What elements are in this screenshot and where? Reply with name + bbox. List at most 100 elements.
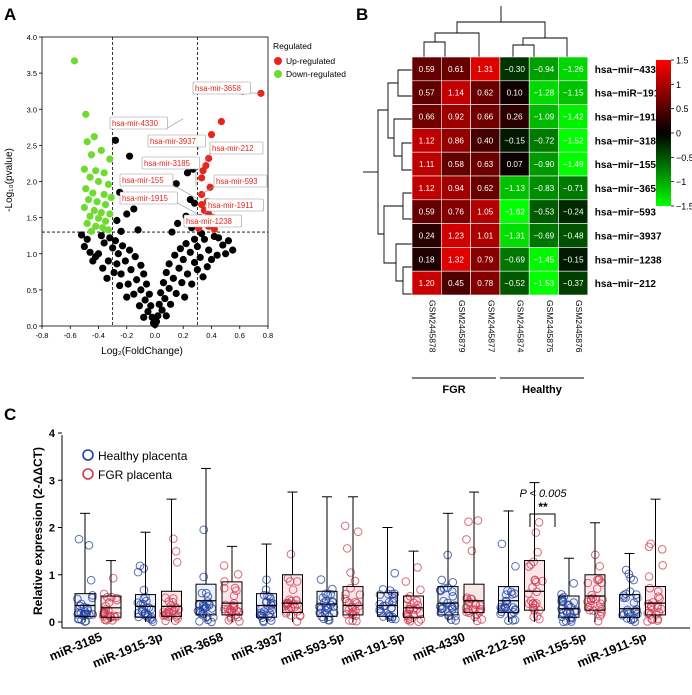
heatmap-cell-value: −0.94: [533, 65, 554, 74]
volcano-point-ns: [213, 251, 221, 259]
volcano-point-ns: [113, 216, 121, 225]
volcano-point-down: [94, 214, 103, 222]
box-data-point: [169, 534, 178, 544]
box-data-point: [653, 587, 663, 596]
volcano-gene-label: hsa-mir-3658: [195, 84, 241, 93]
box-body: [645, 586, 666, 616]
volcano-point-ns: [155, 300, 163, 308]
box-data-point: [592, 584, 602, 593]
volcano-y-tick-label: 2.5: [27, 141, 37, 150]
box-data-point: [559, 617, 568, 627]
box-data-point: [390, 568, 400, 578]
heatmap-cell-value: 0.58: [448, 160, 464, 169]
box-data-point: [346, 583, 355, 593]
volcano-point-down: [80, 165, 88, 173]
box-body: [282, 574, 303, 614]
label-box: [119, 173, 174, 187]
colorbar-tick-label: 0.5: [676, 104, 689, 114]
volcano-point-ns: [131, 253, 139, 261]
volcano-point-ns: [158, 306, 166, 314]
volcano-y-label: -Log₁₀(pvalue): [4, 148, 15, 212]
box-data-point: [412, 596, 422, 606]
box-data-point: [632, 605, 641, 614]
box-fgr: [643, 498, 667, 626]
box-fgr: [583, 522, 607, 626]
box-x-label: miR-1915-3p: [90, 630, 165, 671]
box-data-point: [316, 575, 326, 584]
heatmap-cell-value: −0.83: [533, 184, 554, 193]
volcano-point-ns: [168, 228, 176, 236]
volcano-point-ns: [134, 226, 142, 234]
box-data-point: [473, 516, 483, 525]
box-data-point: [530, 575, 540, 585]
panel-label-b: B: [356, 5, 368, 24]
volcano-x-tick-label: 0.6: [235, 331, 245, 340]
volcano-point-ns: [141, 296, 149, 304]
box-data-point: [353, 527, 363, 537]
volcano-y-tick-label: 3.0: [27, 105, 37, 114]
box-data-point: [534, 517, 544, 527]
heatmap-row-label: hsa−mir−1238: [595, 255, 662, 266]
volcano-gene-label: hsa-mir-4330: [112, 119, 159, 128]
panel-label-c: C: [4, 405, 16, 424]
box-data-point: [467, 546, 477, 556]
volcano-point-ns: [199, 273, 207, 281]
box-data-point: [292, 617, 302, 626]
box-y-tick-label: 0: [49, 617, 55, 629]
volcano-point-down: [82, 110, 90, 118]
volcano-x-tick-label: 0.8: [263, 331, 273, 340]
box-data-point: [110, 611, 119, 621]
box-fgr: [461, 491, 487, 626]
heatmap-cell-value: 1.11: [419, 160, 435, 169]
box-data-point: [328, 584, 337, 594]
box-fgr: [99, 560, 122, 625]
volcano-point-ns: [103, 274, 111, 282]
volcano-point-down: [89, 189, 97, 197]
volcano-point-ns: [161, 294, 169, 303]
volcano-point-ns: [229, 246, 237, 254]
heatmap-cell-value: −1.49: [563, 160, 584, 169]
box-data-point: [375, 590, 385, 599]
volcano-point-up: [198, 174, 206, 182]
heatmap: 0.59 0.61 1.31 −0.30 −0.94 −1.26 0.57 1.14 0.62 0…: [363, 6, 692, 396]
volcano-point-ns: [137, 286, 145, 294]
label-leader-line: [172, 184, 198, 200]
heatmap-cell-value: 0.57: [419, 89, 435, 98]
box-data-point: [219, 561, 229, 570]
volcano-point-down: [87, 151, 96, 159]
box-data-point: [583, 578, 593, 588]
volcano-point-ns: [111, 237, 120, 245]
volcano-point-ns: [219, 241, 227, 249]
volcano-gene-labels: hsa-mir-3658 hsa-mir-4330 hsa-mir-3937 hsa-…: [109, 81, 268, 228]
box-data-point: [657, 545, 667, 554]
box-fgr: [340, 496, 365, 626]
box-data-point: [148, 617, 158, 626]
legend-fgr-marker: [82, 468, 94, 480]
heatmap-column-label: GSM2445877: [486, 300, 496, 353]
box-data-point: [593, 616, 603, 626]
box-x-label: miR-1911-5p: [575, 630, 649, 671]
heatmap-cell-value: 1.31: [477, 65, 493, 74]
box-data-point: [461, 603, 471, 613]
box-data-point: [464, 598, 474, 608]
box-data-point: [585, 601, 595, 610]
volcano-point-ns: [145, 290, 153, 298]
box-data-point: [159, 607, 168, 617]
heatmap-cell-value: 0.10: [507, 89, 523, 98]
volcano-y-tick-label: 4.0: [27, 33, 37, 42]
box-data-point: [350, 576, 360, 586]
volcano-point-ns: [172, 289, 180, 298]
box-data-point: [448, 592, 458, 601]
box-data-point: [511, 561, 520, 571]
volcano-point-ns: [174, 219, 182, 228]
heatmap-cell-value: 0.66: [419, 113, 435, 122]
heatmap-column-labels: GSM2445878 GSM2445879 GSM2445877 GSM2445874…: [428, 300, 585, 353]
heatmap-cell-value: −0.15: [563, 255, 584, 264]
box-y-label: Relative expression (2-ΔΔCT): [31, 447, 45, 615]
volcano-point-down: [97, 208, 105, 217]
volcano-x-tick-label: 0.0: [150, 331, 160, 340]
volcano-point-up: [206, 183, 214, 191]
box-data-point: [437, 575, 447, 585]
box-data-point: [533, 547, 542, 557]
